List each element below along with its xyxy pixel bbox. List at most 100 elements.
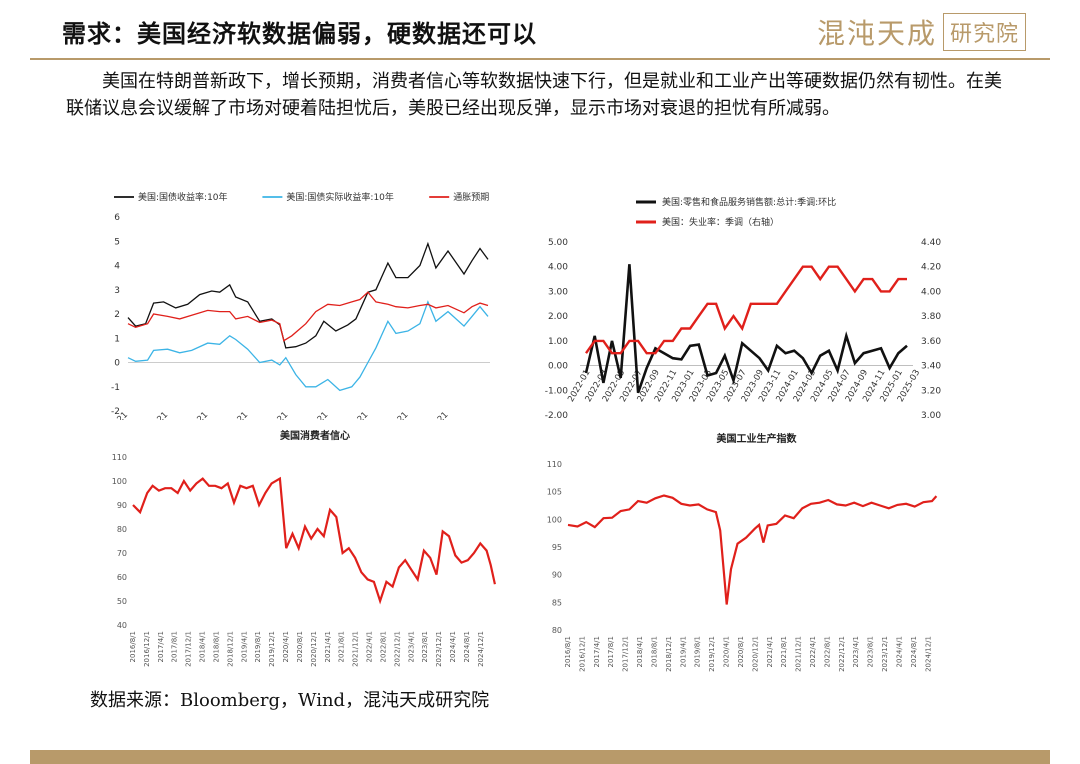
x-tick-label: 2022/4/1 (366, 631, 374, 662)
x-tick-label: 2019/12/1 (268, 631, 276, 667)
y-right-tick-label: 4.00 (921, 287, 941, 297)
logo-main-text: 混沌天成 (816, 17, 937, 50)
x-tick-label: 2022/8/1 (379, 631, 387, 662)
y-left-tick-label: 2.00 (548, 312, 568, 322)
x-tick-label: 2022-04-21 (328, 410, 370, 420)
y-right-tick-label: 3.60 (921, 337, 941, 347)
y-left-tick-label: 0.00 (548, 362, 568, 372)
x-tick-label: 2020/8/1 (296, 631, 304, 662)
x-tick-label: 2017-04-21 (128, 410, 170, 420)
y-tick-label: 4 (114, 262, 120, 272)
x-tick-label: 2017/4/1 (157, 631, 165, 662)
y-tick-label: -1 (111, 383, 120, 393)
x-tick-label: 2018/4/1 (199, 631, 207, 662)
x-tick-label: 2020-04-21 (248, 410, 290, 420)
x-tick-label: 2021/8/1 (780, 636, 788, 667)
footer-bar (30, 750, 1050, 764)
y-tick-label: 80 (117, 525, 127, 534)
y-tick-label: 5 (114, 237, 120, 247)
y-tick-label: 50 (117, 597, 127, 606)
y-left-tick-label: 1.00 (548, 337, 568, 347)
x-tick-label: 2021/12/1 (352, 631, 360, 667)
x-tick-label: 2023/4/1 (852, 636, 860, 667)
y-left-tick-label: -2.00 (545, 411, 569, 421)
legend-label: 美国:零售和食品服务销售额:总计:季调:环比 (662, 196, 836, 208)
x-tick-label: 2024/8/1 (910, 636, 918, 667)
x-tick-label: 2016/12/1 (143, 631, 151, 667)
chart-title: 美国工业生产指数 (717, 432, 798, 445)
chart-yields: -2 -1 0 1 2 3 4 5 6 2016-04-212017-04-212018-04-2… (88, 191, 490, 420)
x-tick-label: 2018/8/1 (650, 636, 658, 667)
x-tick-label: 2021/4/1 (324, 631, 332, 662)
header-divider (30, 58, 1050, 60)
x-tick-label: 2017/12/1 (185, 631, 193, 667)
y-tick-label: -2 (111, 407, 120, 417)
y-tick-label: 95 (552, 543, 562, 552)
y-tick-label: 3 (114, 286, 120, 296)
series-line (127, 300, 489, 392)
page-title: 需求：美国经济软数据偏弱，硬数据还可以 (62, 19, 537, 48)
x-tick-label: 2024/8/1 (463, 631, 471, 662)
y-left-tick-label: 3.00 (548, 287, 568, 297)
x-tick-label: 2017/12/1 (622, 636, 630, 672)
x-tick-label: 2017/4/1 (593, 636, 601, 667)
chart-retail-unemployment: -2.00 -1.00 0.00 1.00 2.00 3.00 4.00 5.00 3.00 3.… (545, 196, 942, 421)
x-tick-label: 2019/8/1 (694, 636, 702, 667)
legend-label: 美国:国债实际收益率:10年 (286, 191, 394, 203)
x-tick-label: 2024/12/1 (477, 631, 485, 667)
y-right-tick-label: 3.20 (921, 386, 941, 396)
y-tick-label: 110 (112, 453, 127, 462)
x-tick-label: 2023-04-21 (368, 410, 410, 420)
series-line (127, 291, 489, 342)
y-right-tick-label: 3.00 (921, 411, 941, 421)
series-line (132, 476, 496, 605)
body-paragraph: 美国在特朗普新政下，增长预期，消费者信心等软数据快速下行，但是就业和工业产出等硬… (66, 71, 1002, 119)
x-tick-label: 2020/8/1 (737, 636, 745, 667)
x-tick-label: 2020/12/1 (751, 636, 759, 672)
x-tick-label: 2021-04-21 (288, 410, 330, 420)
x-tick-label: 2023/12/1 (435, 631, 443, 667)
y-right-tick-label: 4.20 (921, 263, 941, 273)
x-tick-label: 2019/8/1 (254, 631, 262, 662)
x-tick-label: 2018/4/1 (636, 636, 644, 667)
x-tick-label: 2019/4/1 (679, 636, 687, 667)
legend-label: 美国：失业率：季调（右轴） (662, 216, 779, 228)
x-tick-label: 2018/12/1 (665, 636, 673, 672)
x-tick-label: 2019-04-21 (208, 410, 250, 420)
y-left-tick-label: 4.00 (548, 263, 568, 273)
x-tick-label: 2017/8/1 (171, 631, 179, 662)
y-tick-label: 0 (114, 359, 120, 369)
x-tick-label: 2023/4/1 (407, 631, 415, 662)
y-left-tick-label: 5.00 (548, 238, 568, 248)
y-tick-label: 40 (117, 621, 127, 630)
x-tick-label: 2023/8/1 (867, 636, 875, 667)
y-tick-label: 90 (552, 571, 562, 580)
legend-label: 通胀预期 (453, 192, 489, 203)
series-line (585, 265, 907, 355)
y-tick-label: 80 (552, 626, 562, 635)
y-tick-label: 90 (117, 501, 127, 510)
y-tick-label: 6 (114, 213, 120, 223)
data-source: 数据来源：Bloomberg，Wind，混沌天成研究院 (90, 690, 490, 711)
x-tick-label: 2024/12/1 (924, 636, 932, 672)
y-tick-label: 100 (112, 477, 127, 486)
series-line (584, 264, 908, 394)
x-tick-label: 2021/8/1 (338, 631, 346, 662)
series-line (127, 241, 489, 349)
y-right-tick-label: 3.80 (921, 312, 941, 322)
x-tick-label: 2016-04-21 (88, 410, 130, 420)
x-tick-label: 2022/12/1 (393, 631, 401, 667)
x-tick-label: 2016/8/1 (129, 631, 137, 662)
x-tick-label: 2021/12/1 (795, 636, 803, 672)
y-right-tick-label: 4.40 (921, 238, 941, 248)
y-left-tick-label: -1.00 (545, 386, 569, 396)
x-tick-label: 2017/8/1 (607, 636, 615, 667)
x-tick-label: 2024/4/1 (895, 636, 903, 667)
series-line (567, 494, 938, 605)
y-tick-label: 70 (117, 549, 127, 558)
x-tick-label: 2020/12/1 (310, 631, 318, 667)
x-tick-label: 2022/12/1 (838, 636, 846, 672)
x-tick-label: 2022/4/1 (809, 636, 817, 667)
y-tick-label: 1 (114, 334, 120, 344)
logo-box-text: 研究院 (942, 13, 1026, 51)
